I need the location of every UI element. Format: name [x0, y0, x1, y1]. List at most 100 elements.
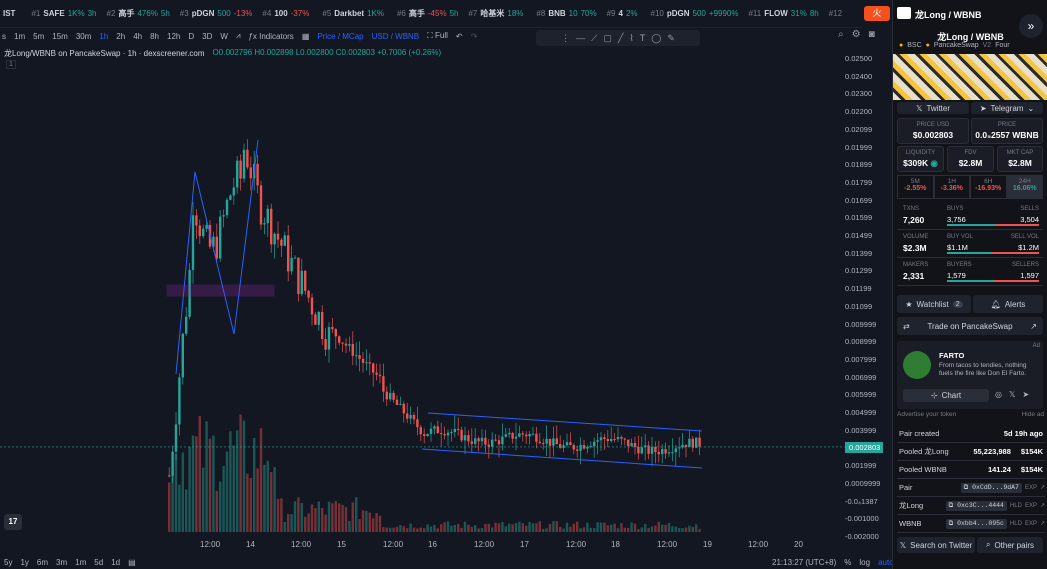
- ticker-item[interactable]: #6 高手 -45% 5h: [397, 8, 459, 19]
- long-explorer-link[interactable]: EXP: [1024, 502, 1037, 509]
- long-holders-link[interactable]: HLD: [1009, 502, 1022, 509]
- timeframe-3D[interactable]: 3D: [202, 31, 213, 41]
- ad-card[interactable]: Ad FARTO From tacos to tendies, nothing …: [897, 341, 1043, 409]
- timeframe-30m[interactable]: 30m: [75, 31, 92, 41]
- range-1y[interactable]: 1y: [20, 557, 29, 567]
- ticker-item[interactable]: #8 BNB 10 70%: [536, 9, 596, 18]
- x-icon[interactable]: 𝕏: [1008, 390, 1016, 399]
- ticker-item[interactable]: #11 FLOW 31% 8h: [748, 9, 818, 18]
- ad-chart-button[interactable]: ⊹ Chart: [903, 389, 989, 402]
- ray-icon[interactable]: ⟋: [591, 32, 598, 43]
- ticker-item[interactable]: #10 pDGN 500 +9990%: [651, 9, 739, 18]
- wbnb-explorer-link[interactable]: EXP: [1024, 520, 1037, 527]
- search-twitter-button[interactable]: 𝕏 Search on Twitter: [897, 537, 975, 553]
- volume-bar: [586, 522, 589, 532]
- indicators-button[interactable]: ƒx Indicators: [248, 31, 294, 41]
- redo-icon[interactable]: ↷: [470, 31, 478, 41]
- collapse-panel-button[interactable]: »: [1019, 14, 1043, 38]
- wbnb-holders-link[interactable]: HLD: [1009, 520, 1022, 527]
- telegram-button[interactable]: ➤ Telegram ⌄: [971, 102, 1043, 114]
- horizontal-line-icon[interactable]: —: [576, 33, 586, 43]
- legend-collapse[interactable]: 1: [6, 60, 16, 69]
- trade-button[interactable]: ⇄ Trade on PancakeSwap ↗: [897, 317, 1043, 335]
- change-tab-6h[interactable]: 6H -16.93%: [970, 175, 1007, 199]
- timeframe-15m[interactable]: 15m: [52, 31, 68, 41]
- ticker-item[interactable]: #2 高手 476% 5h: [107, 8, 170, 19]
- price-mcap-toggle[interactable]: Price / MCap: [317, 31, 364, 41]
- timeframe-s[interactable]: s: [2, 31, 6, 41]
- ticker-item[interactable]: #1 SAFE 1K% 3h: [31, 9, 96, 18]
- camera-icon[interactable]: ◙: [868, 29, 875, 40]
- auto-toggle[interactable]: auto: [878, 557, 894, 567]
- layout-icon[interactable]: ▦: [301, 31, 310, 41]
- text-icon[interactable]: T: [639, 33, 646, 43]
- change-tab-1h[interactable]: 1H -3.36%: [933, 175, 970, 199]
- undo-icon[interactable]: ↶: [455, 31, 463, 41]
- drag-handle-icon[interactable]: ⋮: [561, 32, 571, 43]
- usd-wbnb-toggle[interactable]: USD / WBNB: [371, 31, 420, 41]
- hide-ad-link[interactable]: Hide ad: [1021, 411, 1044, 418]
- chart-type-icon[interactable]: ⩘: [235, 31, 241, 40]
- four-label[interactable]: Four: [995, 42, 1010, 49]
- rectangle-icon[interactable]: ▢: [603, 32, 612, 43]
- volume-bar: [565, 522, 569, 532]
- range-1d[interactable]: 1d: [111, 557, 121, 567]
- timeframe-1m[interactable]: 1m: [14, 31, 26, 41]
- ticker-item[interactable]: #12: [829, 9, 851, 18]
- lock-icon[interactable]: ◉: [930, 158, 938, 168]
- range-6m[interactable]: 6m: [36, 557, 49, 567]
- settings-icon[interactable]: ⚙: [851, 29, 861, 40]
- calendar-icon[interactable]: ▤: [128, 557, 136, 567]
- timeframe-4h[interactable]: 4h: [133, 31, 143, 41]
- brush-icon[interactable]: ✎: [667, 32, 675, 43]
- pair-explorer-link[interactable]: EXP: [1024, 484, 1037, 491]
- other-pairs-button[interactable]: ⌕ Other pairs: [977, 537, 1043, 553]
- ticker-item[interactable]: IST: [0, 9, 21, 18]
- price-axis[interactable]: 0.02500 0.02400 0.02300 0.02200 0.02099 0.019…: [845, 50, 885, 550]
- globe-icon[interactable]: ◎: [995, 390, 1002, 399]
- timeframe-12h[interactable]: 12h: [167, 31, 181, 41]
- pair-address-button[interactable]: ⧉ 0xCdD...9dA7: [960, 482, 1022, 493]
- telegram-icon[interactable]: ➤: [1022, 390, 1030, 399]
- external-link-icon[interactable]: ↗: [1039, 521, 1045, 527]
- external-link-icon[interactable]: ↗: [1039, 485, 1045, 491]
- change-tab-5m[interactable]: 5M -2.55%: [897, 175, 934, 199]
- external-link-icon[interactable]: ↗: [1039, 503, 1045, 509]
- log-toggle[interactable]: log: [859, 557, 871, 567]
- change-tab-24h[interactable]: 24H 16.06%: [1006, 175, 1043, 199]
- path-icon[interactable]: ⌇: [629, 32, 634, 43]
- range-5y[interactable]: 5y: [4, 557, 13, 567]
- timeframe-D[interactable]: D: [188, 31, 195, 41]
- long-address-button[interactable]: ⧉ 0xc3C...4444: [945, 500, 1007, 511]
- ellipse-icon[interactable]: ◯: [651, 32, 662, 43]
- chain-label[interactable]: BSC: [907, 42, 922, 49]
- dex-label[interactable]: PancakeSwap: [933, 42, 979, 49]
- ticker-item[interactable]: #9 4 2%: [607, 9, 641, 18]
- chart-area[interactable]: [0, 28, 892, 569]
- ticker-item[interactable]: #3 pDGN 500 -13%: [180, 9, 253, 18]
- trending-fire-button[interactable]: 火: [864, 6, 890, 21]
- range-1m[interactable]: 1m: [75, 557, 87, 567]
- wbnb-address-button[interactable]: ⧉ 0xbb4...095c: [945, 518, 1007, 529]
- fullscreen-button[interactable]: ⛶ Full: [427, 31, 448, 40]
- zoom-icon[interactable]: ⌕: [838, 29, 844, 40]
- trend-line-icon[interactable]: ╱: [617, 32, 624, 43]
- watchlist-button[interactable]: ★ Watchlist 2: [897, 295, 971, 313]
- timeframe-1h[interactable]: 1h: [99, 31, 109, 41]
- timeframe-8h[interactable]: 8h: [150, 31, 159, 41]
- percent-toggle[interactable]: %: [844, 557, 852, 567]
- range-5d[interactable]: 5d: [94, 557, 104, 567]
- ticker-item[interactable]: #4 100 -37%: [262, 9, 312, 18]
- timeframe-5m[interactable]: 5m: [33, 31, 45, 41]
- twitter-button[interactable]: 𝕏 Twitter: [897, 102, 969, 114]
- alerts-button[interactable]: 🔔︎ Alerts: [973, 295, 1043, 313]
- range-3m[interactable]: 3m: [56, 557, 68, 567]
- ticker-item[interactable]: #5 Darkbet 1K%: [322, 9, 387, 18]
- time-axis[interactable]: 12:00 14 12:00 15 12:00 16 12:00 17 12:00 18 12:00…: [0, 537, 845, 551]
- ticker-item[interactable]: #7 哈基米 18%: [468, 8, 526, 19]
- timeframe-2h[interactable]: 2h: [116, 31, 126, 41]
- advertise-link[interactable]: Advertise your token: [897, 411, 957, 418]
- price-tick-label: 0.01099: [845, 301, 873, 311]
- tradingview-logo[interactable]: 17: [4, 514, 22, 530]
- timeframe-W[interactable]: W: [220, 31, 228, 41]
